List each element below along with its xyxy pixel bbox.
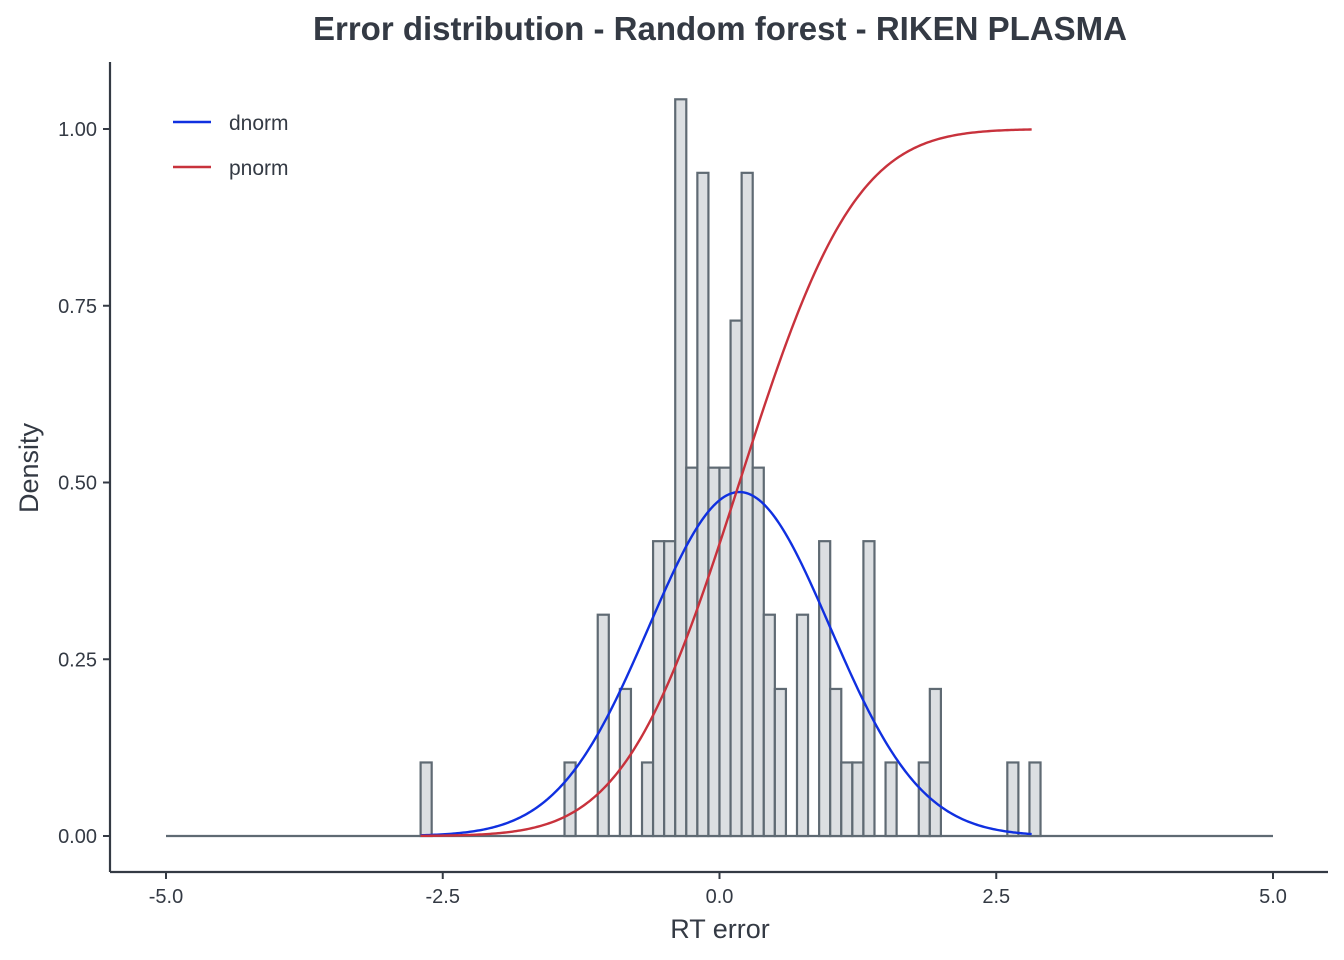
histogram-bar (696, 171, 710, 838)
histogram-bar (718, 466, 732, 838)
x-tick-label: 0.0 (706, 886, 734, 908)
histogram-bar (917, 761, 931, 838)
pnorm-legend-label: pnorm (229, 157, 289, 180)
y-tick-label: 0.75 (58, 296, 97, 318)
chart-title: Error distribution - Random forest - RIK… (313, 10, 1127, 47)
histogram-bar (851, 761, 865, 838)
x-tick-label: -5.0 (149, 886, 183, 908)
y-tick-label: 0.00 (58, 826, 97, 848)
histogram-bar (829, 687, 843, 838)
histogram-bar (1006, 761, 1020, 838)
histogram-bar (928, 687, 943, 838)
histogram-bar (740, 171, 754, 838)
histogram-bar (707, 466, 721, 838)
histogram-bar (751, 466, 765, 838)
histogram-bar (862, 540, 876, 838)
histogram-bar (773, 687, 788, 838)
histogram-bar (1028, 761, 1042, 838)
x-tick-label: 5.0 (1259, 886, 1287, 908)
curves (420, 128, 1032, 838)
x-axis-title: RT error (670, 914, 770, 944)
histogram-bar (795, 613, 810, 838)
legend: dnorm pnorm (173, 112, 289, 180)
histogram-bar (640, 761, 655, 838)
histogram-bars (166, 98, 1273, 838)
histogram-bar (651, 540, 666, 838)
histogram-bar (884, 761, 898, 838)
y-tick-label: 0.25 (58, 649, 97, 671)
histogram-bar (762, 613, 776, 838)
axes: -5.0 -2.5 0.0 2.5 5.0 0.00 0.25 0.50 0.75 1.00 (58, 62, 1328, 908)
histogram-bar (818, 540, 832, 838)
histogram-bar (685, 466, 699, 838)
y-axis-title: Density (14, 422, 44, 513)
dnorm-legend-label: dnorm (229, 112, 289, 135)
histogram-bar (419, 761, 433, 838)
dnorm-curve (420, 490, 1032, 837)
y-tick-label: 0.50 (58, 473, 97, 495)
x-tick-label: -2.5 (426, 886, 460, 908)
histogram-bar (729, 319, 743, 838)
histogram-bar (563, 761, 577, 838)
x-tick-label: 2.5 (982, 886, 1010, 908)
y-tick-label: 1.00 (58, 119, 97, 141)
histogram-bar (840, 761, 854, 838)
pnorm-curve (420, 128, 1032, 838)
histogram-bar (674, 98, 688, 838)
